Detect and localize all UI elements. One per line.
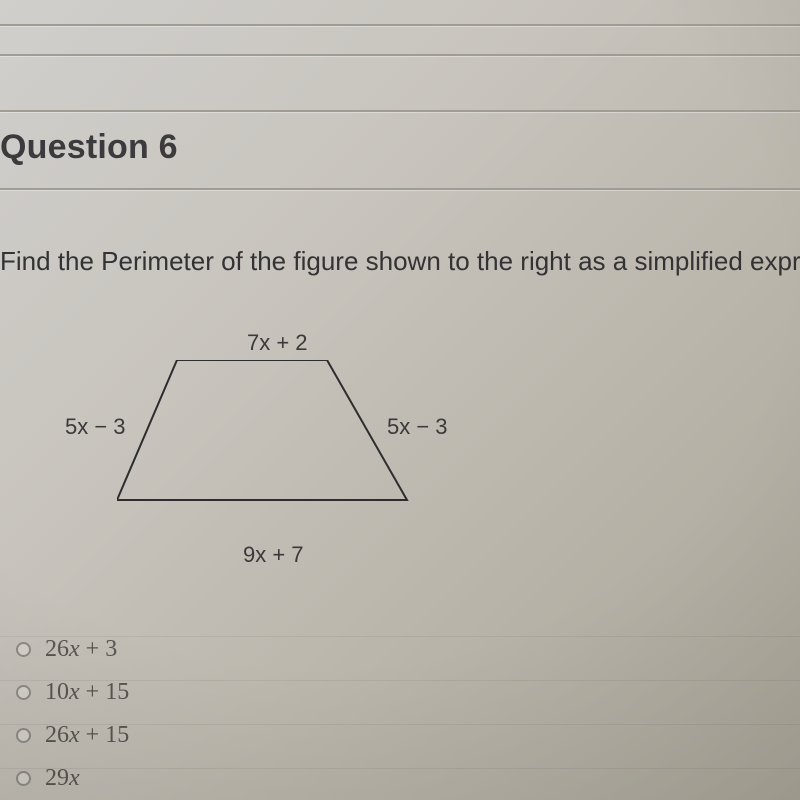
radio-icon bbox=[16, 771, 31, 786]
option-b-text: 10x + 15 bbox=[45, 679, 129, 706]
top-rule-2 bbox=[0, 54, 800, 56]
option-c[interactable]: 26x + 15 bbox=[16, 722, 129, 749]
side-label-top: 7x + 2 bbox=[247, 330, 308, 356]
option-a[interactable]: 26x + 3 bbox=[16, 636, 129, 663]
answer-options: 26x + 3 10x + 15 26x + 15 29x bbox=[16, 636, 129, 792]
option-b[interactable]: 10x + 15 bbox=[16, 679, 129, 706]
header-rule-bottom bbox=[0, 188, 800, 190]
question-prompt: Find the Perimeter of the figure shown t… bbox=[0, 246, 800, 277]
question-title: Question 6 bbox=[0, 128, 178, 167]
option-d-text: 29x bbox=[45, 765, 80, 792]
trapezoid-svg bbox=[117, 360, 417, 510]
option-c-text: 26x + 15 bbox=[45, 722, 129, 749]
radio-icon bbox=[16, 685, 31, 700]
option-a-text: 26x + 3 bbox=[45, 636, 117, 663]
header-rule-top bbox=[0, 110, 800, 112]
top-rule-1 bbox=[0, 24, 800, 26]
radio-icon bbox=[16, 642, 31, 657]
trapezoid-figure: 7x + 2 5x − 3 5x − 3 9x + 7 bbox=[65, 330, 485, 580]
side-label-bottom: 9x + 7 bbox=[243, 542, 304, 568]
option-d[interactable]: 29x bbox=[16, 765, 129, 792]
radio-icon bbox=[16, 728, 31, 743]
